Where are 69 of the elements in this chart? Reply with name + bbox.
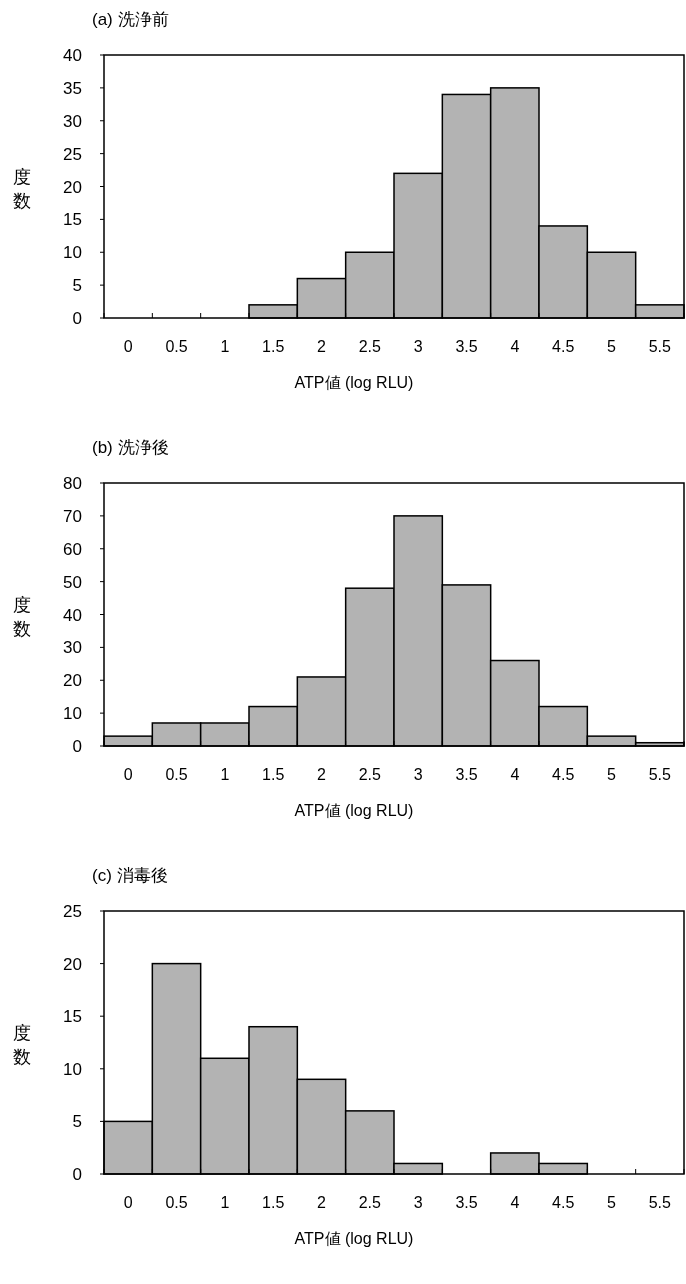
x-tick-label: 3 [413,766,423,783]
y-tick-label: 50 [63,572,82,592]
x-tick-label: 0 [123,338,133,355]
y-tick-label: 35 [63,78,82,98]
x-tick-label: 5 [607,338,617,355]
x-tick-label: 1 [220,338,230,355]
x-tick-label: 0 [123,1194,133,1211]
y-tick-label: 40 [63,605,82,625]
y-tick-label: 5 [72,276,82,296]
chart-title: (b) 洗浄後 [92,438,169,457]
x-tick-label: 0.5 [165,766,188,783]
y-tick-label: 5 [72,1112,82,1132]
x-tick-label: 5.5 [648,766,672,783]
x-tick-label: 1.5 [262,1194,285,1211]
x-axis-title: ATP値 (log RLU) [294,802,414,819]
y-tick-label: 30 [63,111,82,131]
y-tick-label: 15 [63,210,82,230]
y-tick-label: 20 [63,954,82,974]
x-tick-label: 0.5 [165,1194,188,1211]
x-tick-label: 4.5 [552,766,575,783]
y-tick-label: 60 [63,539,82,559]
x-tick-label: 1 [220,1194,230,1211]
x-tick-label: 4.5 [552,338,575,355]
y-tick-label: 10 [63,704,82,724]
x-tick-label: 3.5 [455,338,478,355]
y-axis-title: 度数 [13,594,31,639]
y-tick-label: 20 [63,177,82,197]
x-tick-label: 3 [413,338,423,355]
x-tick-label: 1.5 [262,766,285,783]
x-tick-label: 0.5 [165,338,188,355]
x-tick-label: 2.5 [358,766,382,783]
y-tick-label: 0 [72,737,82,756]
x-tick-label: 3.5 [455,766,478,783]
chart-title: (c) 消毒後 [92,866,168,885]
y-axis-title: 度数 [13,166,31,211]
y-tick-label: 0 [72,1165,82,1184]
x-tick-label: 2 [317,338,327,355]
x-tick-label: 2.5 [358,338,382,355]
x-tick-label: 2 [317,1194,327,1211]
y-tick-label: 70 [63,506,82,526]
y-tick-label: 0 [72,309,82,328]
x-tick-label: 5.5 [648,338,672,355]
x-tick-label: 4.5 [552,1194,575,1211]
y-tick-label: 25 [63,144,82,164]
y-tick-label: 20 [63,671,82,691]
x-tick-label: 1 [220,766,230,783]
x-tick-label: 0 [123,766,133,783]
x-tick-label: 5 [607,1194,617,1211]
y-tick-label: 40 [63,46,82,65]
x-tick-label: 5 [607,766,617,783]
x-axis-title: ATP値 (log RLU) [294,374,414,391]
y-tick-label: 10 [63,243,82,263]
y-tick-label: 15 [63,1007,82,1027]
x-axis-title: ATP値 (log RLU) [294,1230,414,1247]
x-tick-label: 4 [510,766,520,783]
x-tick-label: 4 [510,338,520,355]
x-tick-label: 2.5 [358,1194,382,1211]
x-tick-label: 4 [510,1194,520,1211]
y-tick-label: 30 [63,638,82,658]
x-tick-label: 1.5 [262,338,285,355]
x-tick-label: 3 [413,1194,423,1211]
y-tick-label: 80 [63,474,82,493]
y-tick-label: 25 [63,902,82,921]
x-tick-label: 2 [317,766,327,783]
x-tick-label: 3.5 [455,1194,478,1211]
y-tick-label: 10 [63,1059,82,1079]
chart-title: (a) 洗浄前 [92,10,169,29]
y-axis-title: 度数 [13,1022,31,1067]
x-tick-label: 5.5 [648,1194,672,1211]
